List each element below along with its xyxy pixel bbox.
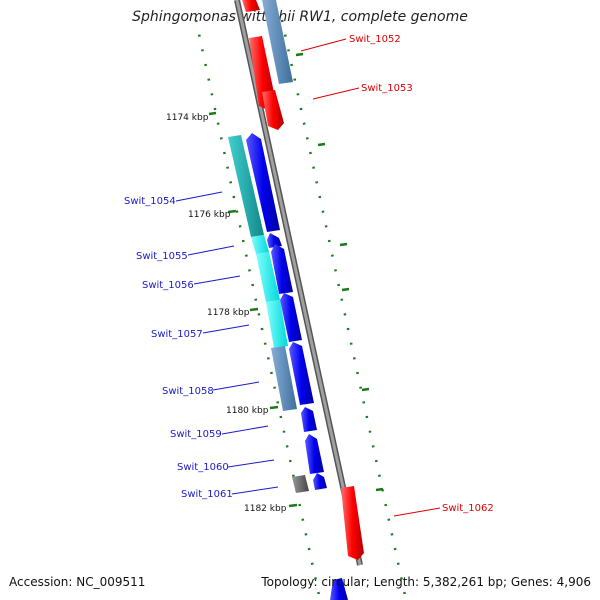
gene-label-swit-1052[interactable]: Swit_1052 xyxy=(349,34,401,45)
gene-label-swit-1060[interactable]: Swit_1060 xyxy=(177,462,229,473)
cds-arrow-swit-1055 xyxy=(267,233,282,248)
cog-track-forward xyxy=(242,0,293,84)
cds-track-forward xyxy=(249,36,364,560)
tick-mark-right-4 xyxy=(341,287,350,292)
cds-arrow-swit-1057 xyxy=(280,293,302,342)
cds-arrow-swit-1062 xyxy=(341,486,364,560)
cog-box-swit-1058 xyxy=(271,346,297,411)
gene-label-swit-1061[interactable]: Swit_1061 xyxy=(181,489,233,500)
cog-box-swit-1052-top xyxy=(242,0,260,12)
gene-label-swit-1054[interactable]: Swit_1054 xyxy=(124,196,176,207)
cds-arrow-swit-1056 xyxy=(271,244,293,294)
gene-label-swit-1055[interactable]: Swit_1055 xyxy=(136,251,188,262)
tick-mark-1174 xyxy=(208,111,217,116)
gene-label-swit-1053[interactable]: Swit_1053 xyxy=(361,83,413,94)
gene-label-swit-1056[interactable]: Swit_1056 xyxy=(142,280,194,291)
tick-mark-1178 xyxy=(249,307,259,312)
map-title: Sphingomonas wittichii RW1, complete gen… xyxy=(132,9,468,25)
cog-box-swit-1052 xyxy=(262,0,293,84)
tick-label-1178: 1178 kbp xyxy=(207,308,250,318)
cog-box-swit-1054 xyxy=(228,135,264,237)
tick-mark-1182 xyxy=(288,503,298,508)
tick-label-1176: 1176 kbp xyxy=(188,210,231,220)
cds-arrow-swit-1061 xyxy=(313,473,327,490)
gene-label-swit-1062[interactable]: Swit_1062 xyxy=(442,503,494,514)
tick-mark-right-5 xyxy=(361,387,370,392)
cog-box-swit-1055 xyxy=(251,235,269,254)
tick-label-1174: 1174 kbp xyxy=(166,113,209,123)
cds-arrow-next-gene xyxy=(330,578,348,600)
genome-summary-text: Topology: circular; Length: 5,382,261 bp… xyxy=(261,575,591,589)
tick-mark-right-2 xyxy=(317,142,326,147)
tick-mark-right-6 xyxy=(375,487,384,492)
label-leaders-reverse xyxy=(175,191,279,495)
tick-mark-right-1 xyxy=(295,52,304,57)
tick-label-1182: 1182 kbp xyxy=(244,504,287,514)
accession-text: Accession: NC_009511 xyxy=(9,575,146,589)
tick-mark-right-3 xyxy=(339,242,348,247)
tick-mark-1176 xyxy=(227,209,237,214)
tick-label-1180: 1180 kbp xyxy=(226,406,269,416)
cds-arrow-swit-1058 xyxy=(289,342,314,405)
cds-track-reverse xyxy=(246,133,348,600)
cog-box-swit-1057 xyxy=(266,300,288,348)
kbp-tick-marks xyxy=(208,52,384,508)
label-leaders-forward xyxy=(300,38,441,517)
cds-arrow-swit-1059 xyxy=(301,407,317,432)
gene-label-swit-1058[interactable]: Swit_1058 xyxy=(162,386,214,397)
cog-box-swit-1061 xyxy=(292,475,309,493)
cds-arrow-swit-1054 xyxy=(246,133,280,232)
tick-mark-1180 xyxy=(269,405,279,410)
gene-label-swit-1057[interactable]: Swit_1057 xyxy=(151,329,203,340)
cds-arrow-swit-1053 xyxy=(262,90,284,130)
gene-label-swit-1059[interactable]: Swit_1059 xyxy=(170,429,222,440)
cog-track-reverse xyxy=(228,135,309,493)
cds-arrow-swit-1060 xyxy=(305,434,324,474)
cog-box-swit-1056 xyxy=(256,252,280,302)
